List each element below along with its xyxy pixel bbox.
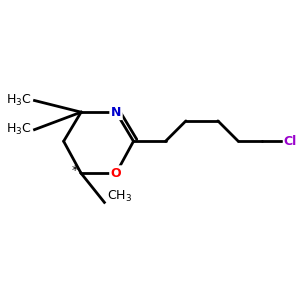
Text: H$_3$C: H$_3$C <box>6 122 31 137</box>
Text: H$_3$C: H$_3$C <box>6 93 31 108</box>
Text: CH$_3$: CH$_3$ <box>107 189 132 204</box>
Text: N: N <box>111 106 121 119</box>
Text: *: * <box>72 164 78 177</box>
Text: O: O <box>111 167 121 180</box>
Text: Cl: Cl <box>284 135 297 148</box>
